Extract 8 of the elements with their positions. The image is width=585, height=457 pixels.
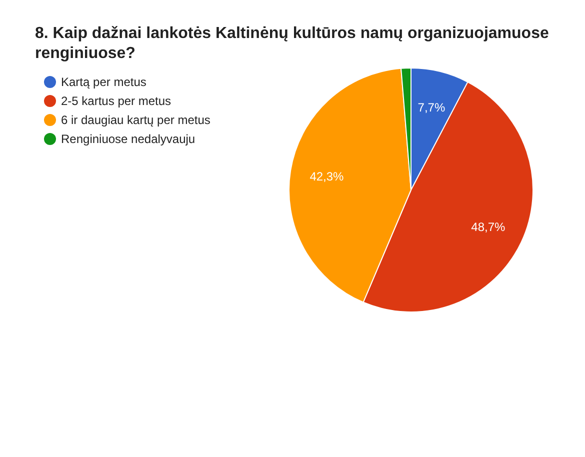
legend-label: Kartą per metus <box>61 75 146 90</box>
chart-title: 8. Kaip dažnai lankotės Kaltinėnų kultūros namų organizuojamuose renginiuose? <box>35 25 549 62</box>
data-label: 7,7% <box>418 100 446 114</box>
data-label: 42,3% <box>310 170 344 184</box>
legend-label: 2-5 kartus per metus <box>61 94 172 108</box>
data-label: 48,7% <box>471 220 506 234</box>
legend-label: 6 ir daugiau kartų per metus <box>61 113 210 128</box>
legend-label: Renginiuose nedalyvauju <box>61 132 196 146</box>
